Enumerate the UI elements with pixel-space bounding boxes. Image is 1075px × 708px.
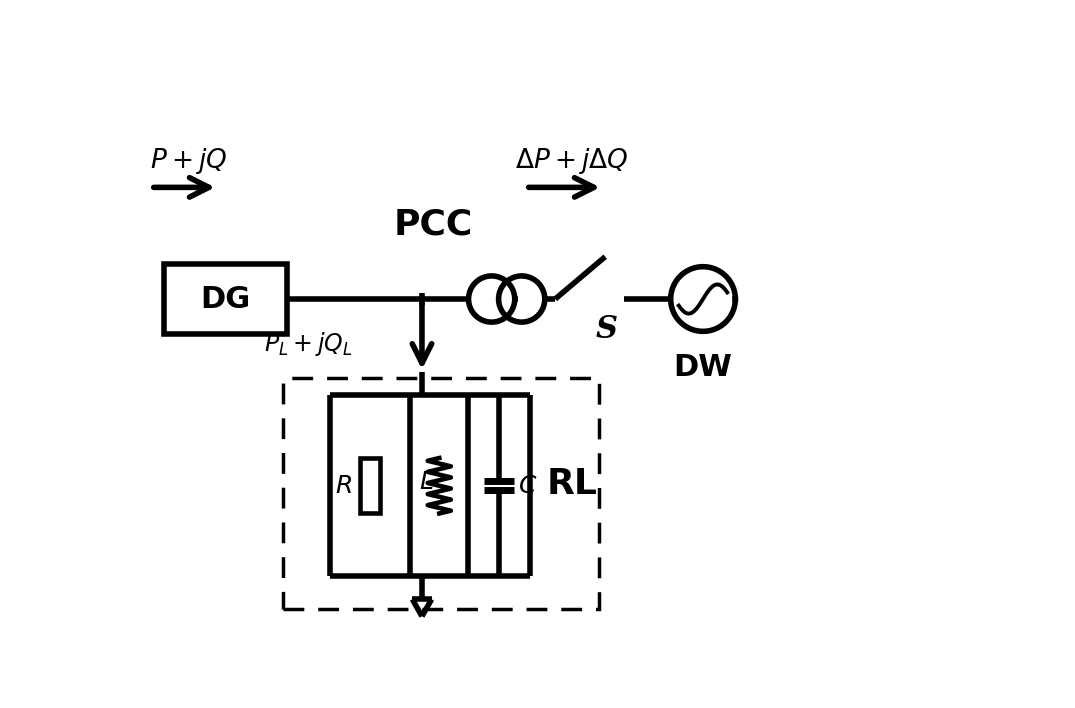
Text: $R$: $R$ (335, 474, 353, 498)
Text: $P + jQ$: $P + jQ$ (149, 146, 227, 176)
Text: $C$: $C$ (518, 474, 538, 498)
Bar (284, 377, 599, 609)
Text: $L$: $L$ (418, 470, 433, 494)
Text: DW: DW (674, 353, 732, 382)
Text: $\Delta P + j\Delta Q$: $\Delta P + j\Delta Q$ (515, 146, 629, 176)
Text: RL: RL (547, 467, 598, 501)
Bar (360, 458, 379, 513)
Text: PCC: PCC (393, 207, 473, 241)
Bar (164, 264, 287, 333)
Text: S: S (596, 314, 618, 346)
Text: DG: DG (201, 285, 250, 314)
Text: $P_L + jQ_L$: $P_L + jQ_L$ (264, 330, 353, 358)
